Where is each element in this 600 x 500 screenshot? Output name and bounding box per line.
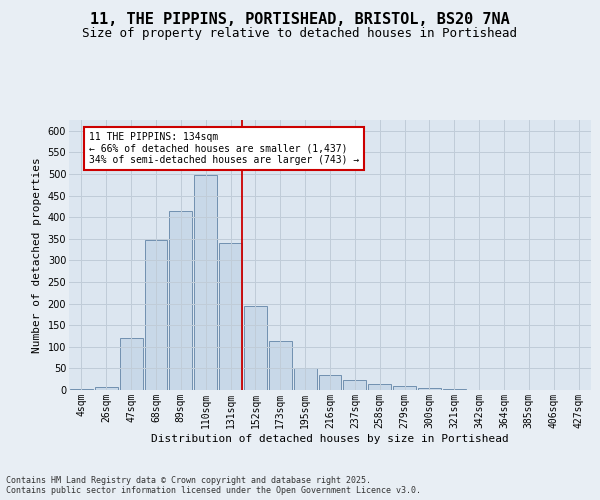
- Text: 11, THE PIPPINS, PORTISHEAD, BRISTOL, BS20 7NA: 11, THE PIPPINS, PORTISHEAD, BRISTOL, BS…: [90, 12, 510, 28]
- Bar: [393, 386, 416, 390]
- X-axis label: Distribution of detached houses by size in Portishead: Distribution of detached houses by size …: [151, 434, 509, 444]
- Bar: [70, 388, 93, 390]
- Bar: [120, 338, 143, 390]
- Bar: [294, 368, 317, 390]
- Bar: [169, 210, 192, 390]
- Bar: [95, 386, 118, 390]
- Bar: [368, 384, 391, 390]
- Bar: [269, 341, 292, 390]
- Bar: [343, 380, 366, 390]
- Bar: [194, 175, 217, 390]
- Bar: [418, 388, 441, 390]
- Bar: [319, 375, 341, 390]
- Text: 11 THE PIPPINS: 134sqm
← 66% of detached houses are smaller (1,437)
34% of semi-: 11 THE PIPPINS: 134sqm ← 66% of detached…: [89, 132, 359, 165]
- Text: Size of property relative to detached houses in Portishead: Size of property relative to detached ho…: [83, 28, 517, 40]
- Bar: [145, 240, 167, 390]
- Bar: [443, 389, 466, 390]
- Y-axis label: Number of detached properties: Number of detached properties: [32, 157, 42, 353]
- Bar: [244, 306, 267, 390]
- Bar: [219, 243, 242, 390]
- Text: Contains HM Land Registry data © Crown copyright and database right 2025.
Contai: Contains HM Land Registry data © Crown c…: [6, 476, 421, 495]
